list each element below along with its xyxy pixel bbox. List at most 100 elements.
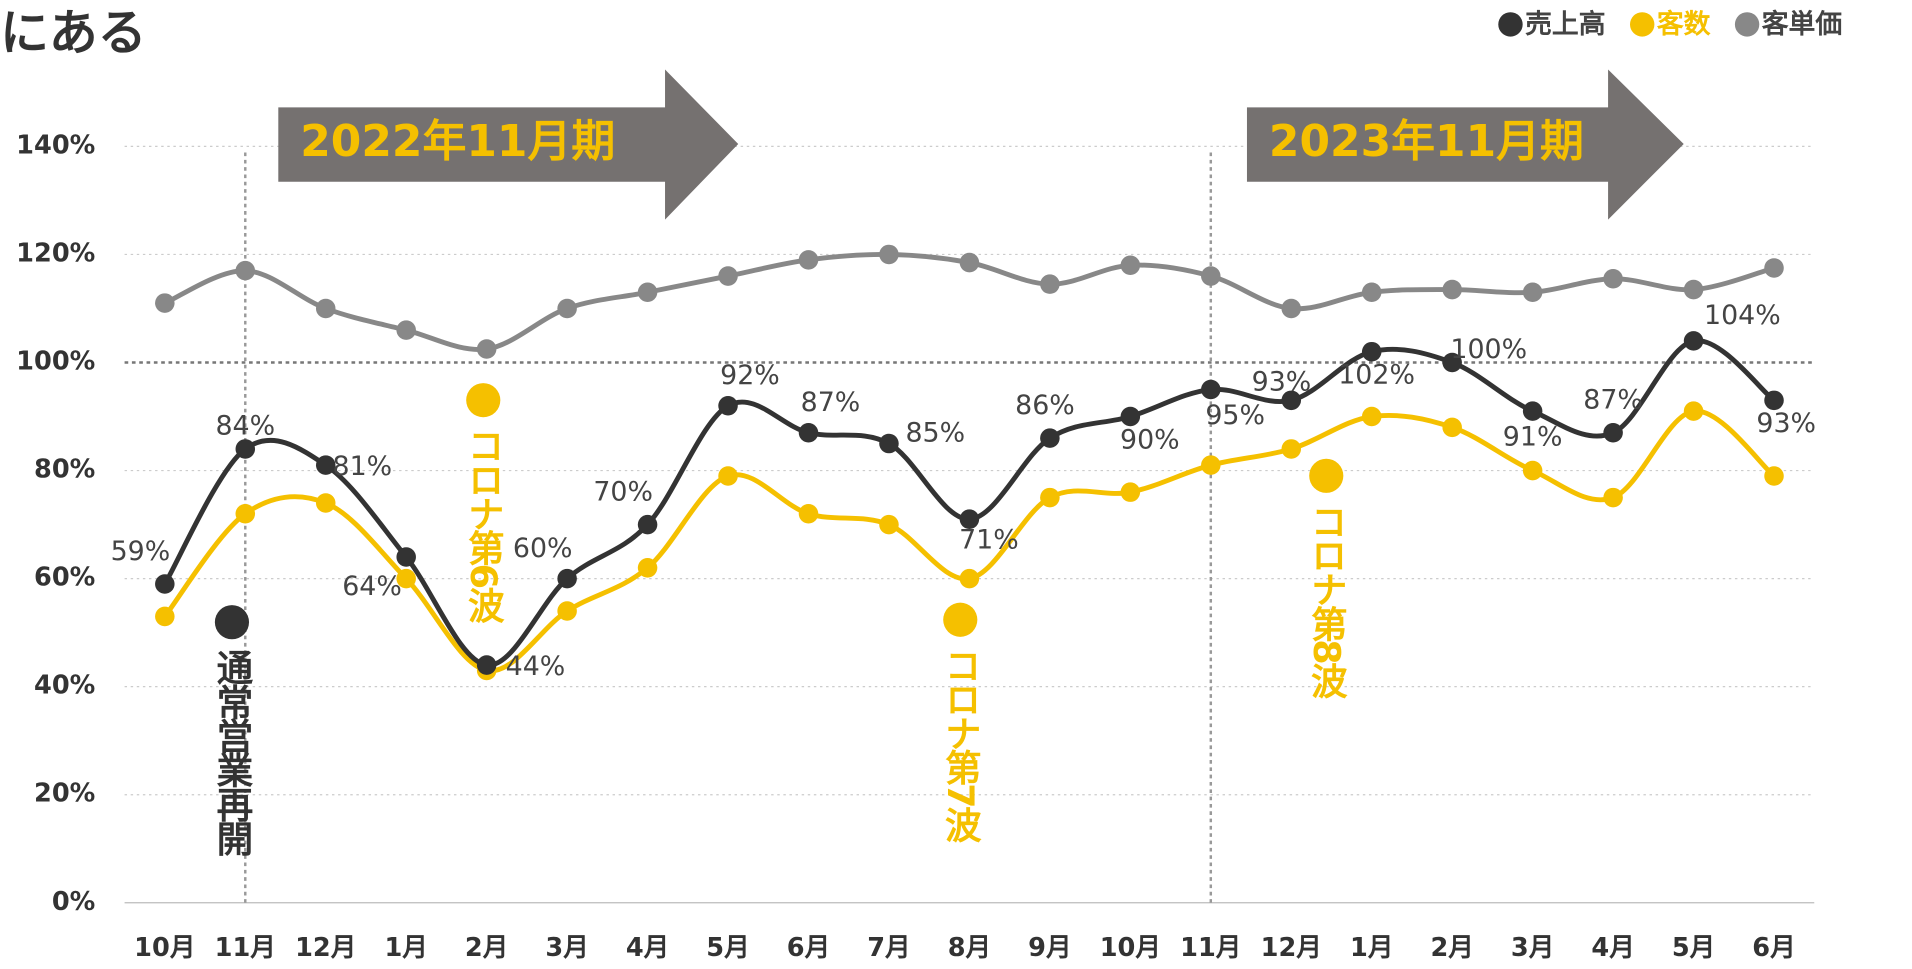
data-label: 95% (1205, 400, 1265, 431)
x-tick-label: 7月 (867, 933, 910, 963)
data-point (1040, 428, 1060, 448)
data-label: 91% (1503, 421, 1563, 452)
data-point (315, 455, 336, 475)
data-point (396, 568, 416, 589)
series-line (162, 338, 1776, 668)
period-arrow (278, 69, 739, 220)
annotation-dot (943, 602, 978, 637)
y-tick-label: 0% (52, 887, 95, 917)
x-tick-label: 5月 (1672, 933, 1715, 963)
data-point (1442, 352, 1462, 373)
data-point (1442, 279, 1462, 300)
data-point (798, 422, 819, 443)
data-point (557, 601, 577, 621)
data-label: 44% (506, 651, 566, 682)
data-point (476, 655, 497, 675)
data-label: 81% (333, 451, 393, 482)
legend-label: 客数 (1657, 8, 1711, 40)
data-point (315, 493, 336, 513)
x-tick-label: 2月 (465, 933, 508, 963)
data-point (1442, 417, 1462, 438)
data-point (1361, 406, 1382, 427)
annotation-dot (1309, 458, 1344, 493)
legend-label: 売上高 (1525, 8, 1605, 40)
data-point (315, 298, 336, 319)
legend-label: 客単価 (1762, 8, 1842, 40)
data-point (1522, 282, 1543, 303)
period-arrow (1246, 69, 1684, 220)
y-tick-label: 40% (34, 671, 95, 701)
data-point (155, 606, 175, 627)
data-point (235, 260, 256, 281)
chart-title: にある (0, 5, 146, 62)
data-point (718, 266, 738, 286)
data-label: 59% (111, 536, 171, 567)
annotation-label: コロナ第6波 (462, 427, 505, 623)
data-label: 87% (1583, 385, 1643, 416)
data-label: 71% (959, 525, 1019, 556)
data-point (1683, 401, 1704, 421)
x-tick-label: 11月 (215, 933, 276, 963)
y-tick-label: 60% (34, 563, 95, 593)
annotation-label: コロナ第8波 (1305, 503, 1348, 699)
data-point (1522, 460, 1543, 481)
data-label: 104% (1704, 300, 1781, 331)
data-point (1201, 266, 1221, 286)
data-point (557, 298, 577, 319)
data-point (1603, 487, 1623, 508)
annotation-label: 通常営業再開 (210, 649, 253, 856)
x-tick-label: 2月 (1430, 933, 1473, 963)
data-point (959, 252, 980, 273)
x-tick-label: 10月 (134, 933, 195, 963)
data-label: 85% (905, 417, 965, 448)
data-point (1281, 390, 1302, 411)
legend-marker (1734, 12, 1760, 37)
data-point (1361, 341, 1382, 362)
period-label: 2023年11月期 (1269, 116, 1584, 167)
data-label: 86% (1015, 390, 1075, 421)
series-line (162, 408, 1776, 674)
data-point (1683, 279, 1704, 300)
data-point (235, 439, 256, 459)
data-point (1764, 390, 1784, 411)
data-label: 64% (342, 571, 402, 602)
data-point (1764, 258, 1784, 278)
data-point (637, 558, 658, 578)
x-tick-label: 6月 (1752, 933, 1795, 963)
x-tick-label: 4月 (626, 933, 669, 963)
x-tick-label: 3月 (545, 933, 588, 963)
data-point (959, 509, 980, 529)
data-point (557, 568, 577, 589)
x-tick-label: 10月 (1100, 933, 1161, 963)
data-point (637, 282, 658, 303)
data-point (1522, 401, 1543, 421)
data-point (396, 547, 416, 567)
data-point (155, 574, 175, 594)
data-point (1361, 282, 1382, 303)
y-tick-label: 140% (16, 130, 95, 160)
data-point (155, 293, 175, 313)
data-point (476, 339, 497, 359)
data-label: 93% (1252, 367, 1312, 398)
legend-marker (1630, 12, 1655, 37)
data-label: 70% (593, 476, 653, 507)
data-point (1201, 379, 1221, 400)
data-point (1120, 482, 1141, 502)
data-point (1764, 466, 1784, 486)
data-label: 87% (801, 387, 861, 418)
data-point (959, 568, 980, 589)
data-point (1683, 331, 1704, 351)
data-point (798, 250, 819, 270)
annotation-dot (214, 605, 250, 640)
data-point (718, 466, 738, 486)
data-point (1281, 439, 1302, 459)
x-tick-label: 5月 (706, 933, 749, 963)
legend-marker (1498, 12, 1523, 37)
y-tick-label: 80% (34, 455, 95, 485)
data-point (1201, 455, 1221, 475)
x-tick-label: 1月 (384, 933, 427, 963)
y-tick-label: 100% (16, 347, 95, 377)
data-point (1603, 269, 1623, 289)
x-tick-label: 12月 (1261, 933, 1322, 963)
